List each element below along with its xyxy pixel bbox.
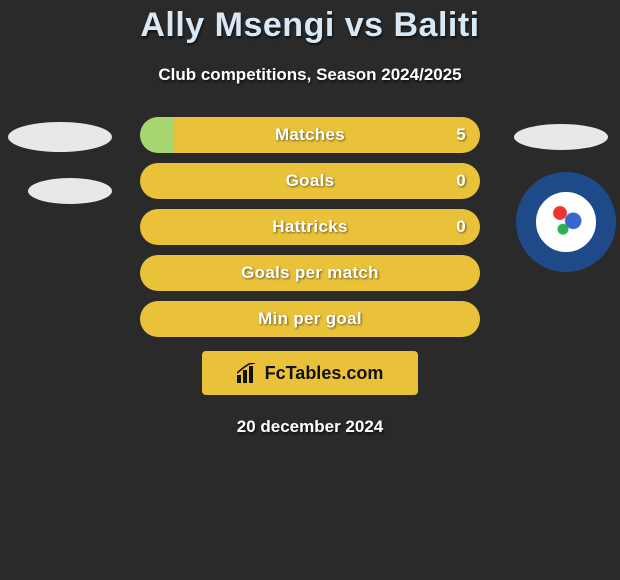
badge-ring-text bbox=[516, 172, 616, 272]
team-right-logo-ellipse bbox=[514, 124, 608, 150]
supersport-united-badge bbox=[516, 172, 616, 272]
stat-row-min-per-goal: Min per goal bbox=[140, 301, 480, 337]
fctables-label: FcTables.com bbox=[265, 363, 384, 384]
stat-label: Hattricks bbox=[272, 217, 347, 237]
stat-row-matches: Matches 5 bbox=[140, 117, 480, 153]
page-subtitle: Club competitions, Season 2024/2025 bbox=[0, 65, 620, 85]
stat-row-hattricks: Hattricks 0 bbox=[140, 209, 480, 245]
stat-label: Goals bbox=[286, 171, 335, 191]
stat-row-goals: Goals 0 bbox=[140, 163, 480, 199]
bar-chart-icon bbox=[237, 363, 259, 383]
stat-right-value: 0 bbox=[456, 171, 466, 191]
stat-right-value: 0 bbox=[456, 217, 466, 237]
team-left-logo-ellipse-2 bbox=[28, 178, 112, 204]
footer-date: 20 december 2024 bbox=[0, 417, 620, 437]
page-title: Ally Msengi vs Baliti bbox=[0, 0, 620, 45]
team-left-logo-ellipse-1 bbox=[8, 122, 112, 152]
stat-label: Matches bbox=[275, 125, 345, 145]
fctables-link[interactable]: FcTables.com bbox=[202, 351, 418, 395]
stat-right-value: 5 bbox=[456, 125, 466, 145]
stat-label: Goals per match bbox=[241, 263, 379, 283]
stats-panel: Matches 5 Goals 0 Hattricks 0 Goals per … bbox=[140, 117, 480, 337]
stat-label: Min per goal bbox=[258, 309, 362, 329]
stat-row-goals-per-match: Goals per match bbox=[140, 255, 480, 291]
